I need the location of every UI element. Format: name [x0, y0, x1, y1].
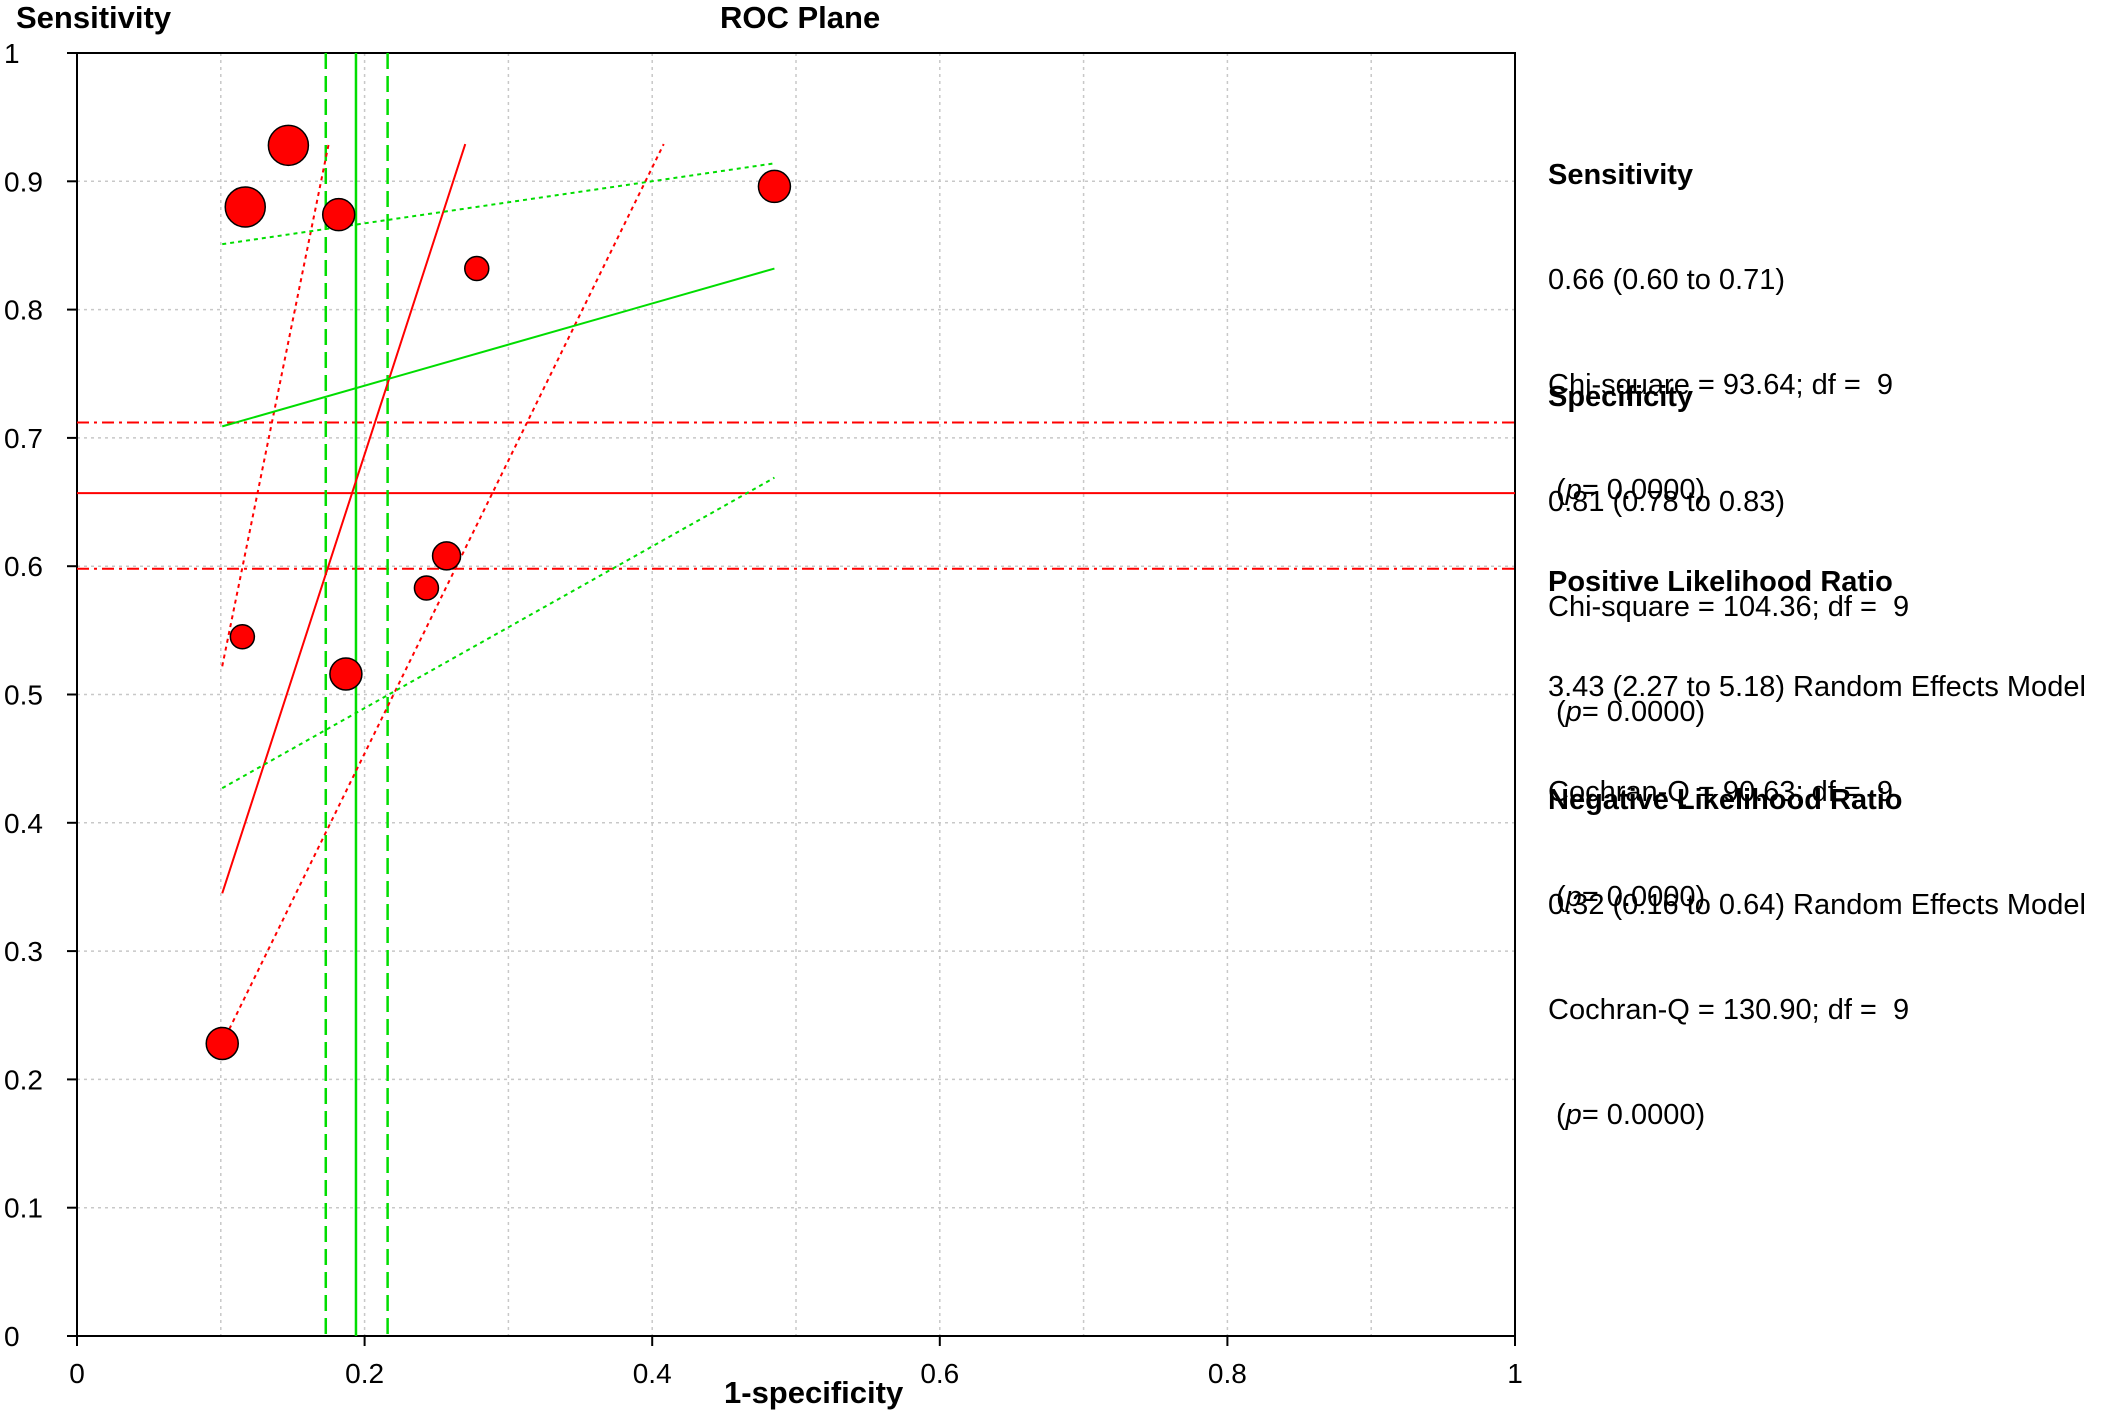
study-point — [205, 1026, 239, 1061]
study-point — [321, 197, 356, 232]
plr-estimate: 3.43 (2.27 to 5.18) Random Effects Model — [1548, 671, 2086, 703]
y-tick-label: 0.1 — [4, 1193, 43, 1224]
x-axis-title: 1-specificity — [724, 1375, 904, 1410]
sensitivity-estimate: 0.66 (0.60 to 0.71) — [1548, 264, 1785, 296]
nlr-heading: Negative Likelihood Ratio — [1548, 784, 1903, 816]
y-tick-label: 0.9 — [4, 166, 43, 197]
study-point — [431, 541, 462, 571]
p-label: p — [1565, 474, 1582, 506]
nlr-ci-line — [222, 162, 775, 246]
study-point — [329, 657, 363, 691]
x-tick-label: 1 — [1507, 1358, 1523, 1389]
plr-p-value: (p= 0.0000) — [1556, 881, 1706, 913]
plot-frame — [76, 52, 1516, 1337]
sensitivity-stats: Sensitivity 0.66 (0.60 to 0.71) Chi-squa… — [1548, 88, 1893, 543]
nlr-stats: Negative Likelihood Ratio 0.32 (0.16 to … — [1548, 713, 2086, 1168]
specificity-stats: Specificity 0.81 (0.78 to 0.83) Chi-squa… — [1548, 310, 1909, 765]
specificity-chi-square: Chi-square = 104.36; df = 9 — [1548, 591, 1910, 623]
y-axis-title: Sensitivity — [16, 0, 172, 35]
x-tick-label: 0 — [69, 1358, 85, 1389]
y-tick-label: 0.6 — [4, 551, 43, 582]
p-text: = 0.0000) — [1581, 1099, 1706, 1131]
specificity-estimate: 0.81 (0.78 to 0.83) — [1548, 486, 1785, 518]
sensitivity-p-value: (p= 0.0000) — [1556, 474, 1706, 506]
p-text: = 0.0000) — [1581, 474, 1706, 506]
p-text: = 0.0000) — [1581, 881, 1706, 913]
plr-ci-line — [221, 143, 330, 667]
specificity-p-value: (p= 0.0000) — [1556, 696, 1706, 728]
p-label: p — [1565, 1099, 1582, 1131]
x-tick-label: 0.8 — [1208, 1358, 1247, 1389]
nlr-ci-line — [221, 476, 775, 790]
study-point — [229, 624, 256, 650]
plr-cochran-q: Cochran-Q = 90.63; df = 9 — [1548, 776, 1893, 808]
x-tick-label: 0.2 — [345, 1358, 384, 1389]
p-label: p — [1565, 881, 1582, 913]
p-label: p — [1565, 696, 1582, 728]
plr-ci-line — [221, 143, 665, 1044]
nlr-p-value: (p= 0.0000) — [1556, 1099, 1706, 1131]
y-tick-label: 0.2 — [4, 1064, 43, 1095]
sensitivity-chi-square: Chi-square = 93.64; df = 9 — [1548, 369, 1893, 401]
plr-heading: Positive Likelihood Ratio — [1548, 566, 1893, 598]
y-tick-label: 0 — [4, 1321, 20, 1352]
p-text: = 0.0000) — [1581, 696, 1706, 728]
study-point — [267, 124, 310, 167]
x-tick-label: 0.6 — [920, 1358, 959, 1389]
y-tick-label: 0.7 — [4, 423, 43, 454]
y-tick-label: 0.3 — [4, 936, 43, 967]
specificity-heading: Specificity — [1548, 381, 1694, 413]
y-tick-label: 0.4 — [4, 808, 43, 839]
study-point — [757, 169, 792, 204]
y-tick-label: 0.8 — [4, 295, 43, 326]
nlr-cochran-q: Cochran-Q = 130.90; df = 9 — [1548, 994, 1910, 1026]
sensitivity-heading: Sensitivity — [1548, 159, 1694, 191]
y-tick-label: 0.5 — [4, 680, 43, 711]
nlr-estimate: 0.32 (0.16 to 0.64) Random Effects Model — [1548, 889, 2086, 921]
nlr-estimate-line — [221, 267, 775, 428]
x-tick-label: 0.4 — [633, 1358, 672, 1389]
study-point — [413, 575, 440, 601]
chart-title: ROC Plane — [720, 0, 881, 35]
y-tick-label: 1 — [4, 38, 20, 69]
study-point — [464, 255, 490, 282]
plr-stats: Positive Likelihood Ratio 3.43 (2.27 to … — [1548, 495, 2086, 950]
plr-estimate-line — [221, 143, 467, 894]
study-point — [224, 186, 266, 228]
